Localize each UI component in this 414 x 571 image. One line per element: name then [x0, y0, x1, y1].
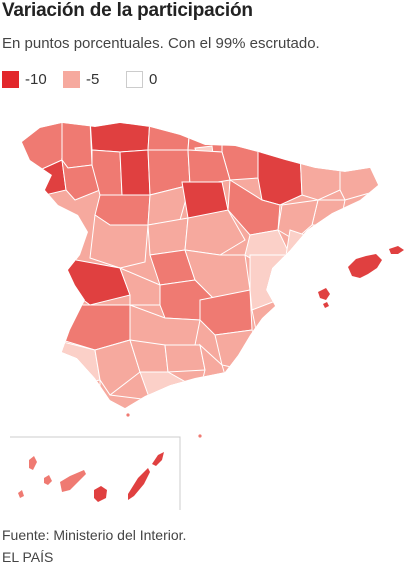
source-note: Fuente: Ministerio del Interior. [2, 527, 187, 543]
province-salamanca [89, 214, 149, 269]
spain-choropleth-map [10, 123, 404, 510]
legend-label-minus-5: -5 [86, 71, 100, 88]
province-huesca [257, 149, 303, 206]
map-subtitle: En puntos porcentuales. Con el 99% escru… [2, 35, 320, 52]
brand-label: EL PAÍS [2, 549, 54, 565]
legend-item-minus-10: -10 [2, 71, 47, 88]
province-segovia-avila [147, 217, 189, 256]
island-menorca [389, 246, 404, 254]
province-asturias [89, 123, 151, 153]
enclave-ceuta [126, 413, 130, 417]
province-lugo [61, 123, 93, 169]
legend: -10 -5 0 [2, 71, 302, 93]
legend-swatch-minus-5 [63, 71, 80, 88]
province-guadalajara [184, 209, 246, 256]
enclave-melilla [198, 434, 202, 438]
balearic-islands [318, 246, 404, 308]
legend-swatch-minus-10 [2, 71, 19, 88]
enclave-treviño [200, 153, 206, 159]
legend-item-zero: 0 [126, 71, 157, 88]
legend-item-minus-5: -5 [63, 71, 99, 88]
island-tenerife [60, 470, 86, 492]
canary-islands [18, 452, 164, 502]
island-lanzarote [152, 452, 164, 466]
legend-label-zero: 0 [149, 71, 158, 88]
province-a-coruna [22, 123, 63, 171]
island-gran-canaria [94, 486, 107, 502]
legend-label-minus-10: -10 [25, 71, 47, 88]
map-title: Variación de la participación [2, 0, 253, 21]
province-palencia [119, 149, 151, 196]
island-la-gomera [44, 475, 52, 485]
province-girona [339, 159, 378, 201]
island-formentera [323, 302, 329, 308]
province-valencia [249, 254, 291, 311]
island-mallorca [348, 254, 382, 278]
province-jaen [164, 344, 206, 373]
province-toledo-west [119, 267, 161, 306]
island-fuerteventura [128, 468, 150, 500]
canary-inset-frame [10, 436, 181, 510]
island-la-palma [29, 456, 37, 470]
province-sevilla [94, 339, 141, 396]
island-ibiza [318, 288, 330, 300]
legend-swatch-zero [126, 71, 143, 88]
island-el-hierro [18, 490, 24, 498]
province-cantabria [147, 123, 191, 151]
